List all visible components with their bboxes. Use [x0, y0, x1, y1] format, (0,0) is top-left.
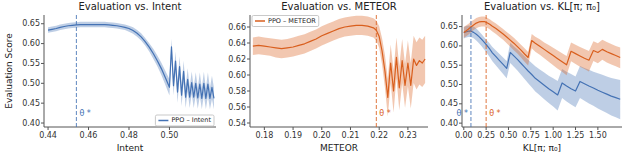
legend-box [155, 115, 214, 126]
x-tick-label: 0.20 [313, 131, 331, 140]
y-tick-label: 0.66 [228, 23, 246, 32]
x-axis [44, 127, 216, 128]
plot-area [48, 15, 214, 127]
annotation: θ * [379, 109, 390, 118]
y-tick-label: 0.40 [440, 119, 458, 128]
y-tick-label: 0.60 [228, 71, 246, 80]
band [48, 22, 214, 109]
y-tick-label: 0.45 [22, 99, 40, 108]
y-tick-label: 0.55 [22, 59, 40, 68]
x-tick-label: 1.50 [589, 131, 607, 140]
x-tick-label: 0.44 [39, 131, 57, 140]
x-tick-label: 0.75 [522, 131, 540, 140]
legend-label: PPO – METEOR [268, 17, 316, 25]
panel: Evaluation vs. Intent 0.44 0.46 0.48 0.50 0.4… [4, 1, 217, 153]
y-axis [44, 15, 45, 127]
y-tick-label: 0.45 [440, 99, 458, 108]
y-tick-label: 0.65 [440, 22, 458, 31]
legend-swatch [255, 20, 265, 22]
reference-line [486, 15, 487, 127]
x-axis [250, 127, 428, 128]
y-tick-label: 0.56 [228, 103, 246, 112]
x-tick-label: 0.48 [120, 131, 138, 140]
y-tick-label: 0.50 [440, 80, 458, 89]
annotation: θ * [489, 109, 500, 118]
x-axis-label: KL[π; π₀] [523, 143, 561, 153]
y-axis [250, 15, 251, 127]
plot-area [464, 15, 620, 127]
band [253, 16, 425, 117]
title: Evaluation vs. Intent [78, 1, 181, 12]
line [48, 25, 214, 99]
x-tick-label: 1.00 [544, 131, 562, 140]
x-tick-label: 0.50 [161, 131, 179, 140]
band [464, 25, 620, 119]
y-axis-label: Evaluation Score [4, 33, 14, 109]
x-tick-label: 0.00 [455, 131, 473, 140]
y-tick-label: 0.60 [22, 39, 40, 48]
line [464, 22, 620, 65]
legend: PPO – METEOR [252, 16, 319, 27]
x-axis-label: Intent [117, 143, 144, 153]
panel: Evaluation vs. METEOR 0.18 0.19 0.20 0.21 0.2… [228, 1, 428, 153]
line [253, 25, 425, 97]
title: Evaluation vs. METEOR [281, 1, 397, 12]
annotation: θ * [79, 109, 90, 118]
y-tick-label: 0.54 [228, 119, 246, 128]
x-tick-label: 0.19 [284, 131, 302, 140]
x-axis-label: METEOR [320, 143, 358, 153]
legend: PPO – Intent [155, 115, 214, 126]
chart-root: Evaluation vs. Intent 0.44 0.46 0.48 0.50 0.4… [0, 0, 640, 158]
reference-line [470, 15, 471, 127]
legend-label: PPO – Intent [171, 116, 211, 124]
y-tick-label: 0.55 [440, 61, 458, 70]
y-tick-label: 0.62 [228, 55, 246, 64]
y-tick-label: 0.64 [228, 39, 246, 48]
legend-swatch [158, 120, 168, 122]
legend-box [252, 16, 319, 27]
x-tick-label: 0.25 [477, 131, 495, 140]
x-tick-label: 1.25 [567, 131, 585, 140]
reference-line [76, 15, 77, 127]
annotation: θ * [457, 109, 468, 118]
x-tick-label: 0.50 [500, 131, 518, 140]
reference-line [376, 15, 377, 127]
x-tick-label: 0.23 [399, 131, 417, 140]
band [464, 17, 620, 76]
x-tick-label: 0.21 [342, 131, 360, 140]
x-tick-label: 0.46 [80, 131, 98, 140]
y-tick-label: 0.65 [22, 19, 40, 28]
panel: Evaluation vs. KL[π; π₀] 0.00 0.25 0.50 0.75… [440, 1, 622, 153]
plot-area [253, 15, 425, 127]
x-tick-label: 0.22 [370, 131, 388, 140]
y-tick-label: 0.60 [440, 41, 458, 50]
x-tick-label: 0.18 [255, 131, 273, 140]
title: Evaluation vs. KL[π; π₀] [484, 1, 600, 12]
y-tick-label: 0.50 [22, 79, 40, 88]
y-tick-label: 0.40 [22, 119, 40, 128]
y-tick-label: 0.58 [228, 87, 246, 96]
